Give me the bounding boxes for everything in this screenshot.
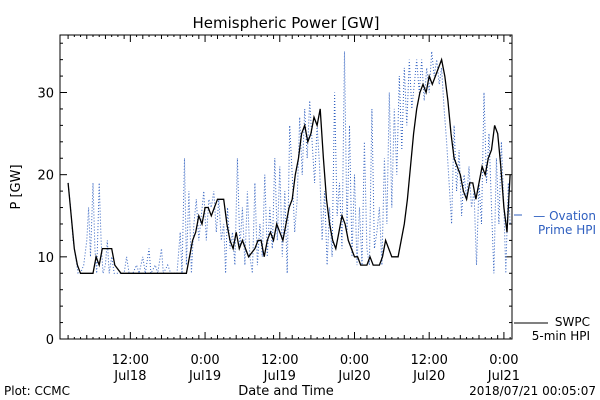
y-tick-label: 30 <box>37 87 54 102</box>
legend-swpc-line1: SWPC <box>555 315 590 329</box>
y-axis: 0 10 20 30 <box>37 42 512 348</box>
chart-title: Hemispheric Power [GW] <box>193 14 380 32</box>
x-tick-label-time: 0:00 <box>190 353 219 368</box>
y-axis-label: P [GW] <box>9 164 24 209</box>
series-swpc-line <box>67 57 511 274</box>
footer-timestamp: 2018/07/21 00:05:07 <box>469 384 596 398</box>
legend-swpc-line2: 5-min HPI <box>532 329 590 343</box>
x-tick-label-time: 12:00 <box>261 353 298 368</box>
x-tick-label-date: Jul20 <box>337 369 370 384</box>
plot-frame <box>59 34 513 340</box>
x-axis-label: Date and Time <box>238 384 334 399</box>
x-tick-label-time: 0:00 <box>489 353 518 368</box>
y-tick-label: 10 <box>37 251 54 266</box>
legend-ovation-line1: — Ovation <box>533 209 596 223</box>
x-tick-label-date: Jul20 <box>412 369 445 384</box>
y-tick-label: 0 <box>46 333 54 348</box>
x-tick-label-time: 12:00 <box>410 353 447 368</box>
legend-ovation-line2: Prime HPI <box>538 223 596 237</box>
x-tick-label-date: Jul19 <box>263 369 296 384</box>
x-axis: 12:00Jul180:00Jul1912:00Jul190:00Jul2012… <box>67 35 520 384</box>
series-layer <box>67 51 511 276</box>
x-tick-label-time: 12:00 <box>112 353 149 368</box>
x-tick-label-time: 0:00 <box>340 353 369 368</box>
footer-source: Plot: CCMC <box>4 384 70 398</box>
y-tick-label: 20 <box>37 169 54 184</box>
x-tick-label-date: Jul21 <box>487 369 520 384</box>
x-tick-label-date: Jul19 <box>188 369 221 384</box>
series-ovation-line <box>67 51 511 276</box>
x-tick-label-date: Jul18 <box>113 369 146 384</box>
